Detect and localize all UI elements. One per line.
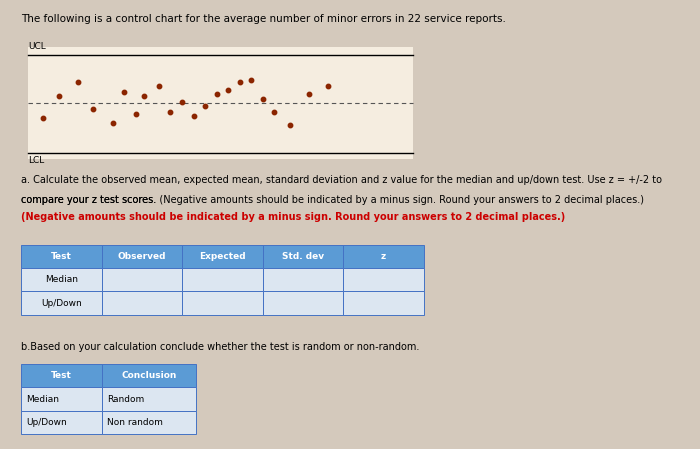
Text: Up/Down: Up/Down [41, 299, 82, 308]
Text: (Negative amounts should be indicated by a minus sign. Round your answers to 2 d: (Negative amounts should be indicated by… [21, 212, 566, 222]
Text: a. Calculate the observed mean, expected mean, standard deviation and z value fo: a. Calculate the observed mean, expected… [21, 175, 662, 185]
Text: Median: Median [27, 395, 60, 404]
Text: UCL: UCL [28, 42, 46, 51]
Text: Conclusion: Conclusion [121, 371, 176, 380]
FancyBboxPatch shape [343, 268, 424, 291]
FancyBboxPatch shape [21, 291, 102, 315]
FancyBboxPatch shape [343, 291, 424, 315]
Text: Median: Median [45, 275, 78, 284]
FancyBboxPatch shape [262, 245, 343, 268]
Text: Up/Down: Up/Down [27, 418, 67, 427]
FancyBboxPatch shape [102, 387, 196, 411]
Text: compare your z test scores. (Negative amounts should be indicated by a minus sig: compare your z test scores. (Negative am… [21, 195, 644, 205]
Text: b.Based on your calculation conclude whether the test is random or non-random.: b.Based on your calculation conclude whe… [21, 342, 419, 352]
FancyBboxPatch shape [102, 245, 182, 268]
Text: compare your z test scores.: compare your z test scores. [21, 195, 156, 205]
Text: Test: Test [51, 371, 71, 380]
Text: Std. dev: Std. dev [281, 252, 324, 261]
Text: Random: Random [107, 395, 144, 404]
Text: Non random: Non random [107, 418, 163, 427]
Text: Test: Test [51, 252, 71, 261]
FancyBboxPatch shape [102, 291, 182, 315]
FancyBboxPatch shape [182, 268, 262, 291]
Text: LCL: LCL [28, 156, 44, 165]
FancyBboxPatch shape [21, 364, 102, 387]
Text: The following is a control chart for the average number of minor errors in 22 se: The following is a control chart for the… [21, 14, 506, 24]
FancyBboxPatch shape [21, 245, 102, 268]
FancyBboxPatch shape [102, 411, 196, 434]
FancyBboxPatch shape [21, 268, 102, 291]
FancyBboxPatch shape [102, 364, 196, 387]
FancyBboxPatch shape [21, 387, 102, 411]
FancyBboxPatch shape [262, 291, 343, 315]
FancyBboxPatch shape [182, 245, 262, 268]
FancyBboxPatch shape [343, 245, 424, 268]
FancyBboxPatch shape [182, 291, 262, 315]
Text: z: z [381, 252, 386, 261]
Text: Observed: Observed [118, 252, 166, 261]
FancyBboxPatch shape [102, 268, 182, 291]
FancyBboxPatch shape [262, 268, 343, 291]
FancyBboxPatch shape [28, 47, 413, 159]
FancyBboxPatch shape [21, 411, 102, 434]
Text: Expected: Expected [199, 252, 246, 261]
